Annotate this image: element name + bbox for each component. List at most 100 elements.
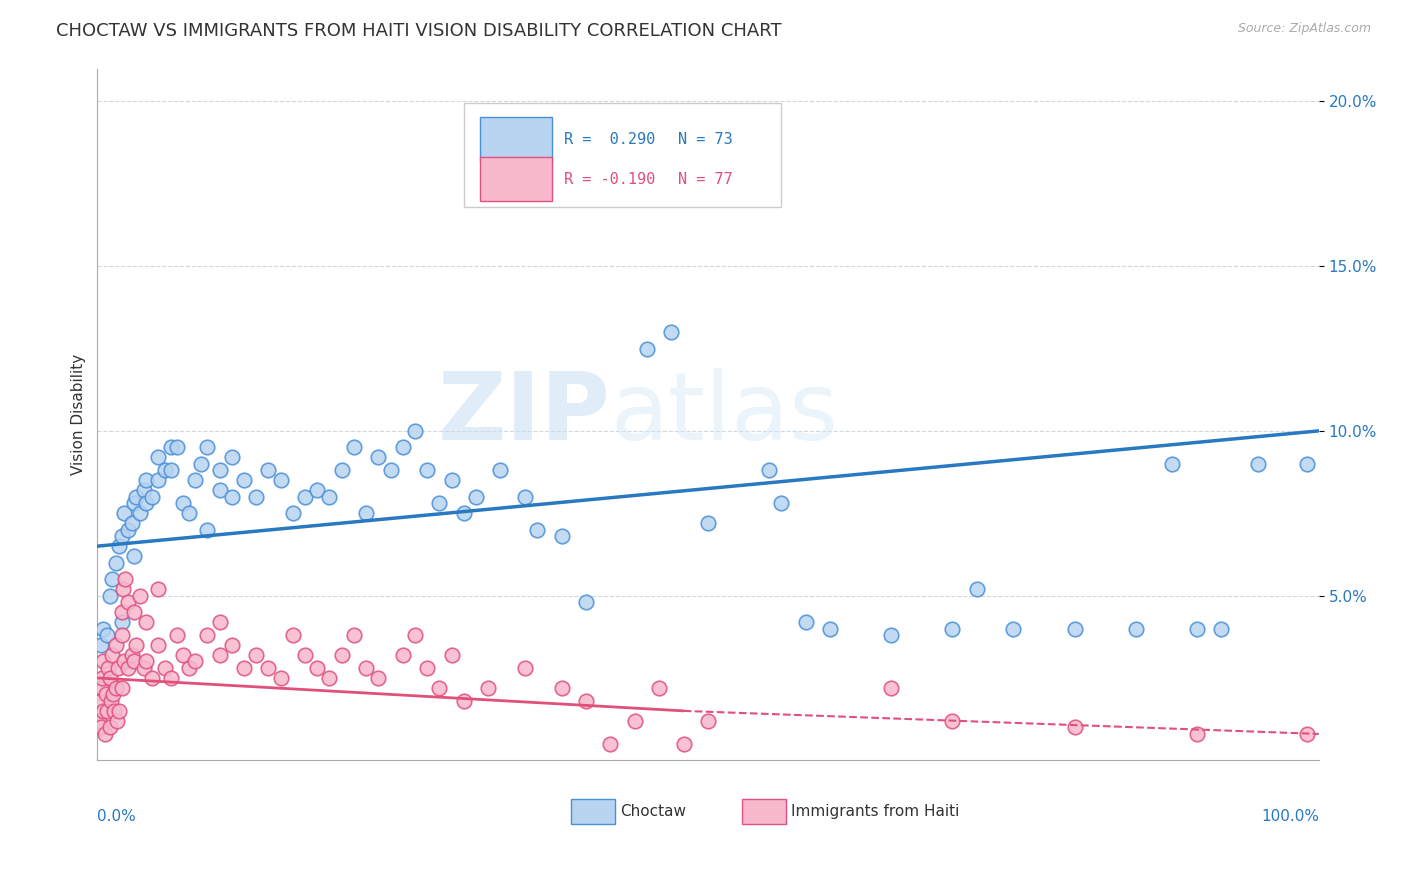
Point [550,529,572,543]
Point [125,490,148,504]
Point [103,687,125,701]
Point [125,638,148,652]
Point [112,506,135,520]
Point [575,595,598,609]
Point [307,483,329,498]
Point [672,737,695,751]
Point [112,655,135,669]
Point [153,661,176,675]
Text: R = -0.190: R = -0.190 [564,171,655,186]
Point [135,473,157,487]
Point [96,628,118,642]
Point [477,681,499,695]
Point [90,720,112,734]
Point [97,661,120,675]
Point [159,463,181,477]
Point [221,638,243,652]
Text: Choctaw: Choctaw [620,804,686,819]
Point [90,638,112,652]
Point [257,661,280,675]
Point [111,628,134,642]
Point [208,648,231,662]
Point [1063,622,1085,636]
Point [117,523,139,537]
Point [195,441,218,455]
Point [111,615,134,629]
Point [132,661,155,675]
Point [294,648,316,662]
Point [96,704,118,718]
Point [648,681,671,695]
Point [104,638,127,652]
Point [87,714,110,728]
Point [114,572,136,586]
Point [1295,727,1317,741]
Point [111,582,134,596]
Point [416,463,439,477]
Point [108,539,131,553]
Point [489,463,512,477]
Point [354,661,377,675]
Point [89,694,111,708]
Point [391,648,413,662]
Point [221,490,243,504]
Point [427,496,450,510]
Point [416,661,439,675]
Point [122,605,145,619]
Point [794,615,817,629]
Point [880,628,903,642]
Text: CHOCTAW VS IMMIGRANTS FROM HAITI VISION DISABILITY CORRELATION CHART: CHOCTAW VS IMMIGRANTS FROM HAITI VISION … [56,22,782,40]
Point [166,628,188,642]
Point [177,661,200,675]
Point [208,615,231,629]
Point [93,704,115,718]
FancyBboxPatch shape [464,103,782,207]
Point [1002,622,1025,636]
Point [453,506,475,520]
Point [367,671,389,685]
FancyBboxPatch shape [479,157,551,202]
Point [281,506,304,520]
Point [93,622,115,636]
Point [380,463,402,477]
Point [94,687,117,701]
Point [107,661,129,675]
Point [330,648,353,662]
Point [208,463,231,477]
Point [166,441,188,455]
Point [453,694,475,708]
Text: Immigrants from Haiti: Immigrants from Haiti [792,804,959,819]
Point [257,463,280,477]
Point [318,671,340,685]
Point [159,441,181,455]
Point [966,582,988,596]
Point [108,704,131,718]
Text: N = 73: N = 73 [678,132,733,146]
Point [93,655,115,669]
Point [141,490,163,504]
Point [117,661,139,675]
Point [281,628,304,642]
Point [623,714,645,728]
Point [697,516,720,530]
Point [221,450,243,465]
Point [550,681,572,695]
Point [177,506,200,520]
Point [1185,727,1208,741]
Point [1161,457,1184,471]
Text: atlas: atlas [610,368,838,460]
Point [100,694,122,708]
Point [195,628,218,642]
Point [270,671,292,685]
Text: R =  0.290: R = 0.290 [564,132,655,146]
Point [599,737,621,751]
Point [91,671,114,685]
Point [232,473,254,487]
Point [98,589,121,603]
Point [148,473,170,487]
Point [330,463,353,477]
Point [184,473,207,487]
Point [440,473,463,487]
Point [513,661,536,675]
Point [941,714,963,728]
